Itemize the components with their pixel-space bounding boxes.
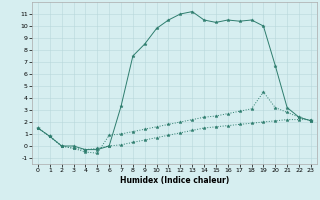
X-axis label: Humidex (Indice chaleur): Humidex (Indice chaleur) <box>120 176 229 185</box>
